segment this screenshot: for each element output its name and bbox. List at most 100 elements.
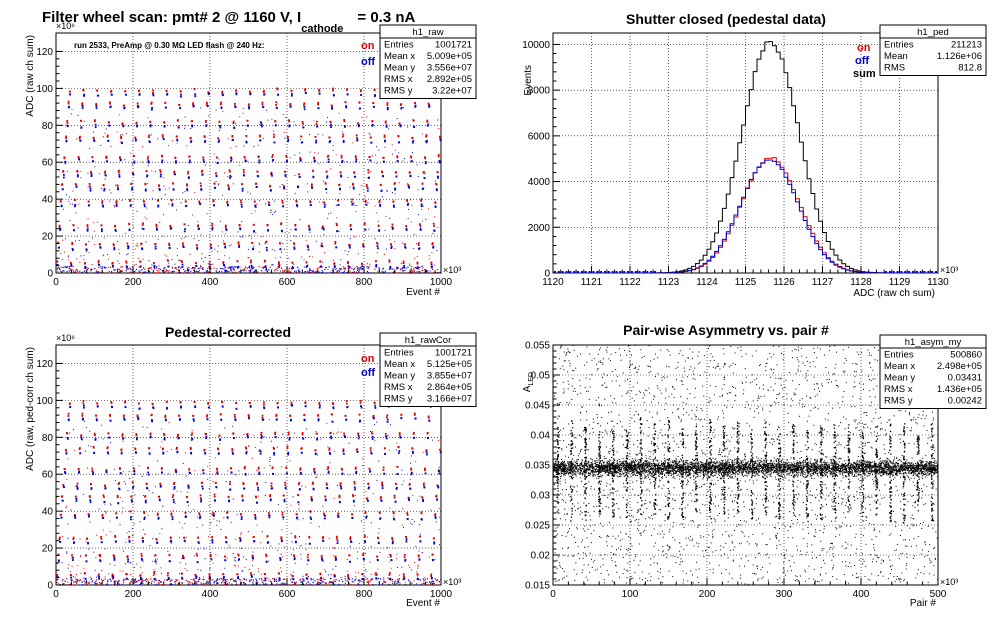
data-point bbox=[303, 419, 306, 422]
data-point bbox=[397, 135, 400, 138]
data-point bbox=[215, 109, 217, 111]
data-point bbox=[134, 137, 137, 140]
data-point bbox=[358, 268, 360, 270]
data-point bbox=[287, 433, 290, 436]
data-point bbox=[174, 469, 177, 472]
data-point bbox=[79, 579, 81, 581]
data-point bbox=[395, 171, 397, 173]
data-point bbox=[425, 451, 428, 454]
data-point bbox=[229, 170, 231, 173]
data-point bbox=[123, 578, 125, 580]
data-point bbox=[367, 483, 370, 485]
data-point bbox=[274, 578, 276, 580]
data-point bbox=[66, 437, 69, 440]
data-point bbox=[361, 268, 363, 270]
data-point bbox=[147, 473, 150, 476]
data-point bbox=[299, 219, 301, 221]
data-point bbox=[264, 577, 266, 579]
data-point bbox=[273, 584, 276, 586]
panel-pedestal-xlabel: ADC (raw ch sum) bbox=[853, 288, 935, 299]
data-point bbox=[102, 184, 105, 187]
data-point bbox=[107, 573, 109, 575]
data-point bbox=[135, 264, 137, 266]
data-point bbox=[328, 136, 331, 139]
data-point bbox=[253, 271, 255, 273]
data-point bbox=[388, 259, 391, 262]
data-point bbox=[411, 582, 413, 584]
data-point bbox=[328, 449, 331, 451]
data-point bbox=[416, 255, 418, 257]
data-point bbox=[312, 581, 314, 583]
data-point bbox=[198, 584, 200, 586]
data-point bbox=[74, 271, 76, 273]
data-point bbox=[288, 269, 290, 272]
data-point bbox=[288, 437, 291, 439]
data-point bbox=[424, 161, 427, 163]
data-point bbox=[200, 189, 203, 191]
data-point bbox=[307, 576, 309, 578]
data-point bbox=[144, 216, 146, 218]
data-point bbox=[219, 103, 222, 106]
data-point bbox=[278, 266, 280, 268]
baseline-marker bbox=[634, 271, 637, 273]
data-point bbox=[182, 556, 185, 559]
data-point bbox=[230, 471, 233, 474]
data-point bbox=[437, 176, 439, 179]
data-point bbox=[273, 133, 275, 136]
data-point bbox=[431, 243, 434, 246]
data-point bbox=[176, 255, 178, 257]
baseline-marker bbox=[896, 271, 899, 273]
data-point bbox=[355, 160, 358, 163]
data-point bbox=[339, 482, 342, 485]
data-point bbox=[409, 488, 412, 490]
data-point bbox=[316, 583, 318, 585]
data-point bbox=[201, 485, 204, 488]
data-point bbox=[280, 537, 283, 540]
data-point bbox=[239, 227, 241, 230]
data-point bbox=[284, 137, 286, 139]
data-point bbox=[259, 135, 261, 138]
data-point bbox=[59, 227, 62, 230]
data-point bbox=[104, 174, 107, 177]
data-point bbox=[58, 224, 61, 227]
data-point bbox=[402, 573, 405, 576]
data-point bbox=[187, 484, 190, 487]
data-point bbox=[410, 199, 412, 201]
data-point bbox=[406, 199, 409, 201]
data-point bbox=[57, 583, 59, 585]
data-point bbox=[158, 189, 161, 191]
data-point bbox=[100, 187, 102, 189]
data-point bbox=[79, 447, 81, 449]
data-point bbox=[86, 537, 88, 540]
data-point bbox=[293, 264, 295, 266]
data-point bbox=[309, 272, 311, 274]
data-point bbox=[275, 268, 277, 270]
data-point bbox=[336, 540, 338, 542]
data-point bbox=[424, 156, 426, 159]
data-point bbox=[127, 247, 130, 250]
data-point bbox=[393, 496, 396, 499]
data-point bbox=[245, 128, 247, 130]
data-point bbox=[87, 186, 89, 188]
data-point bbox=[279, 578, 281, 580]
panel-pedestal: Shutter closed (pedestal data) 1120 1121 1… bbox=[522, 11, 987, 299]
data-point bbox=[66, 551, 68, 553]
data-point bbox=[416, 500, 418, 502]
data-point bbox=[401, 469, 403, 471]
data-point bbox=[271, 467, 274, 469]
data-point bbox=[223, 264, 225, 267]
data-point bbox=[322, 578, 325, 580]
data-point bbox=[395, 488, 398, 490]
data-point bbox=[168, 473, 170, 475]
data-point bbox=[258, 161, 261, 164]
data-point bbox=[337, 431, 339, 433]
data-point bbox=[331, 581, 333, 583]
data-point bbox=[197, 548, 199, 550]
data-point bbox=[381, 484, 384, 487]
data-point bbox=[189, 159, 191, 162]
baseline-marker bbox=[627, 271, 630, 273]
data-point bbox=[172, 267, 174, 269]
data-point bbox=[232, 120, 235, 123]
data-point bbox=[340, 577, 342, 579]
data-point bbox=[117, 582, 119, 584]
